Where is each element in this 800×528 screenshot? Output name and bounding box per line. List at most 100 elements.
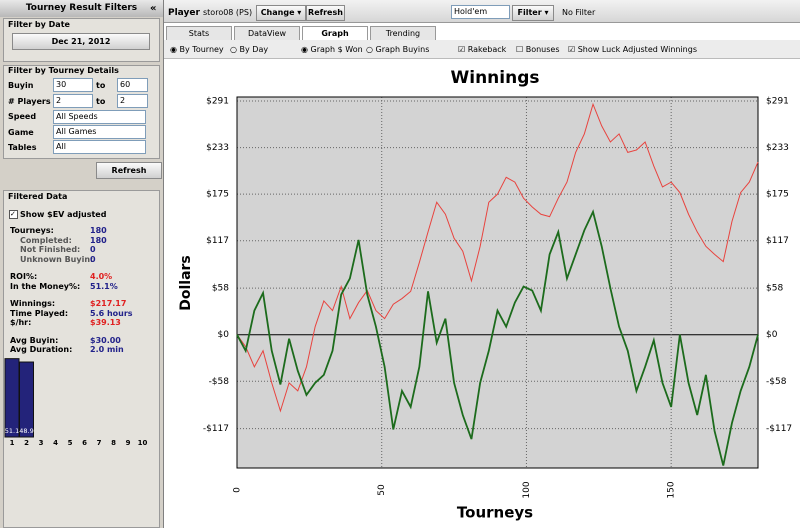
field-label: Tables [8, 143, 37, 152]
option-text: Graph $ Won [310, 45, 363, 54]
bar [19, 361, 34, 438]
x-tick-label: 4 [53, 439, 58, 447]
tab[interactable]: DataView [234, 26, 300, 41]
plot-border [236, 96, 759, 469]
stat-value: 5.6 hours [90, 308, 133, 318]
field-label: Buyin [8, 81, 34, 90]
player-label: Player [168, 8, 200, 18]
stat-label: ROI%: [10, 272, 38, 281]
x-tick-label: 3 [39, 439, 44, 447]
text-input[interactable]: 2 [53, 94, 93, 108]
radio-option[interactable]: ◉ Graph $ Won [301, 45, 363, 54]
tab[interactable]: Stats [166, 26, 232, 41]
game-dropdown[interactable]: Hold'em [451, 5, 510, 19]
dropdown[interactable]: All Games [53, 125, 146, 139]
option-text: Graph Buyins [375, 45, 430, 54]
stat-value: 51.1% [90, 281, 118, 291]
series-line [236, 209, 759, 466]
y2-tick-label: -$58 [766, 377, 787, 387]
y-tick-label: $0 [218, 330, 230, 340]
radio-option[interactable]: ○ Graph Buyins [366, 45, 430, 54]
chart-title: Winnings [450, 68, 539, 88]
y2-tick-label: $175 [766, 190, 789, 200]
checkbox-option[interactable]: ☑ Show Luck Adjusted Winnings [568, 45, 697, 54]
text-input[interactable]: 60 [117, 78, 148, 92]
x-tick-label: 150 [667, 481, 677, 498]
plot-area [237, 97, 758, 468]
filter-status: No Filter [562, 8, 596, 17]
change-button[interactable]: Change ▾ [256, 5, 306, 21]
stat-value: 180 [90, 226, 107, 235]
y-tick-label: $58 [212, 284, 229, 294]
x-tick-label: 10 [138, 439, 148, 447]
tab[interactable]: Trending [370, 26, 436, 41]
refresh-button[interactable]: Refresh [306, 5, 345, 21]
section-title: Filter by Tourney Details [8, 66, 119, 75]
y2-tick-label: $0 [766, 330, 778, 340]
bar-label: 48.9 [19, 427, 33, 435]
y2-tick-label: $58 [766, 284, 783, 294]
itm-chart: 1 51.1 2 48.9 3 4 5 6 7 8 9 10 [4, 358, 148, 447]
bar [4, 358, 20, 438]
date-button[interactable]: Dec 21, 2012 [12, 33, 150, 50]
x-tick-label: 0 [233, 487, 243, 493]
checkbox-option[interactable]: ☑ Rakeback [458, 45, 507, 54]
option-text: Rakeback [467, 45, 507, 54]
text-input[interactable]: 30 [53, 78, 93, 92]
option-text: Bonuses [525, 45, 560, 54]
options-bar [164, 40, 800, 59]
y-axis-label: Dollars [178, 255, 194, 311]
stat-label: Completed: [20, 235, 72, 245]
option-text: Show Luck Adjusted Winnings [577, 45, 697, 54]
stat-label: Winnings: [10, 299, 56, 308]
field-label: Game [8, 128, 34, 137]
y-tick-label: $117 [206, 236, 229, 246]
stat-label: Time Played: [10, 308, 69, 318]
text-input[interactable]: 2 [117, 94, 148, 108]
checkbox-label: Show $EV adjusted [20, 210, 107, 219]
to-label: to [96, 97, 106, 106]
x-tick-label: 6 [82, 439, 87, 447]
sidebar: Tourney Result Filters « Filter by Date … [0, 0, 164, 528]
radio-option[interactable]: ○ By Day [230, 45, 269, 54]
chart: Winnings Dollars Tourneys $291 $291 $233 $2… [178, 68, 792, 522]
series-line [236, 102, 759, 413]
dropdown[interactable]: All Speeds [53, 110, 146, 124]
option-text: By Tourney [179, 45, 224, 54]
checkbox[interactable]: ✓ [9, 210, 18, 219]
radio-option[interactable]: ◉ By Tourney [170, 45, 224, 54]
field-label: Speed [8, 112, 37, 121]
refresh-button[interactable]: Refresh [96, 162, 162, 179]
stat-value: 4.0% [90, 272, 113, 281]
stat-label: Avg Buyin: [10, 335, 59, 345]
to-label: to [96, 81, 106, 90]
sidebar-header: Tourney Result Filters [0, 0, 163, 17]
collapse-button[interactable]: « [150, 3, 157, 14]
stat-label: Unknown Buyin: [20, 254, 94, 264]
sidebar-title: Tourney Result Filters [25, 3, 138, 13]
x-tick-label: 7 [97, 439, 102, 447]
section-title: Filtered Data [8, 192, 68, 201]
filter-button[interactable]: Filter ▾ [512, 5, 554, 21]
x-tick-label: 2 [24, 439, 29, 447]
y-tick-label: -$117 [203, 424, 229, 434]
stat-value: 2.0 min [90, 345, 124, 354]
y-tick-label: $291 [206, 97, 229, 107]
tab[interactable]: Graph [302, 26, 368, 41]
stat-label: Not Finished: [20, 245, 81, 254]
x-tick-label: 5 [68, 439, 73, 447]
y2-tick-label: $117 [766, 236, 789, 246]
y-tick-label: $175 [206, 190, 229, 200]
dropdown[interactable]: All [53, 140, 146, 154]
stat-value: $39.13 [90, 318, 121, 327]
stat-label: In the Money%: [10, 281, 81, 291]
section-title: Filter by Date [8, 20, 70, 29]
stat-value: 0 [90, 245, 96, 254]
x-tick-label: 1 [10, 439, 15, 447]
checkbox-option[interactable]: ☐ Bonuses [516, 45, 560, 54]
stat-label: Tourneys: [10, 226, 54, 235]
x-tick-label: 8 [111, 439, 116, 447]
bar-label: 51.1 [5, 427, 19, 435]
stat-value: 180 [90, 235, 107, 245]
